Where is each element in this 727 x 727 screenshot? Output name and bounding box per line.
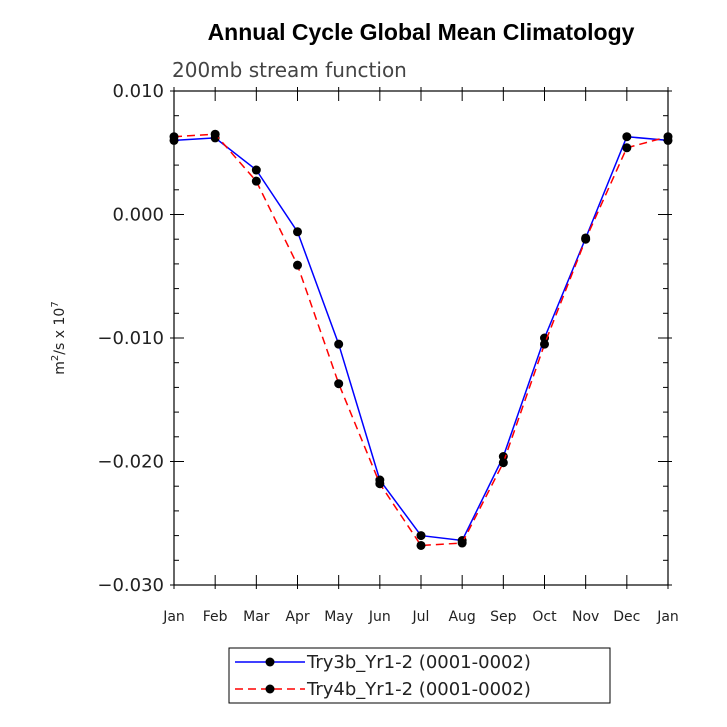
chart-subtitle: 200mb stream function [172,58,407,82]
x-tick-label: Nov [572,609,599,625]
y-axis-label: m2/s x 107 [50,301,68,374]
legend: Try3b_Yr1-2 (0001-0002) Try4b_Yr1-2 (000… [228,647,611,704]
x-tick-label: Jul [412,609,430,625]
x-tick-label: Jan [162,609,185,625]
series-1-point [334,339,344,349]
ylabel-mid: /s x 10 [52,308,68,355]
y-tick-label: 0.000 [112,205,164,226]
series-1-point [540,333,549,343]
series-1-point [251,165,261,175]
x-tick-label: Jan [656,609,679,625]
y-axis-ticks: 0.010 0.000 −0.010 −0.020 −0.030 [97,81,672,596]
legend-marker-series-1 [265,657,275,667]
x-tick-label: Mar [243,609,270,625]
series-2-point [581,234,591,244]
x-axis-ticks: Jan Feb Mar Apr May Jun Jul Aug Sep Oct Nov Dec Jan [162,87,679,625]
y-tick-label: 0.010 [112,81,164,102]
ylabel-sup1: 2 [50,355,61,361]
legend-box [228,647,611,704]
legend-marker-series-2 [265,684,275,694]
x-tick-label: Sep [490,609,517,625]
series-2-point [375,479,385,489]
series-1-point [498,452,508,462]
series-2-point [169,132,179,142]
series-line-2 [173,133,669,547]
series-2-point [334,379,344,389]
series-layer [169,129,673,550]
y-tick-label: −0.020 [97,452,164,473]
series-2-point [498,458,508,468]
x-tick-label: Feb [203,609,228,625]
ylabel-sup2: 7 [50,301,61,307]
series-2-point [540,339,549,349]
x-tick-label: Oct [532,609,557,625]
series-1-point [293,227,302,237]
series-2-point [210,129,220,139]
y-tick-label: −0.010 [97,328,164,349]
series-line-1 [173,135,669,542]
series-1-point [622,132,632,142]
legend-label-series-2: Try4b_Yr1-2 (0001-0002) [306,679,531,700]
ylabel-base: m [52,361,68,375]
legend-label-series-1: Try3b_Yr1-2 (0001-0002) [306,652,531,673]
series-2-point [622,143,632,153]
x-tick-label: Apr [285,609,309,625]
series-2-point [293,260,302,270]
plot-frame [173,90,669,586]
series-1-point [416,531,426,541]
series-2-point [251,176,261,186]
chart-title: Annual Cycle Global Mean Climatology [208,19,635,45]
y-tick-label: −0.030 [97,575,164,596]
series-2-point [457,538,467,548]
x-tick-label: Jun [368,609,391,625]
x-tick-label: Dec [613,609,640,625]
x-tick-label: Aug [448,609,475,625]
series-2-point [663,132,673,142]
x-tick-label: May [324,609,353,625]
series-2-point [416,540,426,550]
